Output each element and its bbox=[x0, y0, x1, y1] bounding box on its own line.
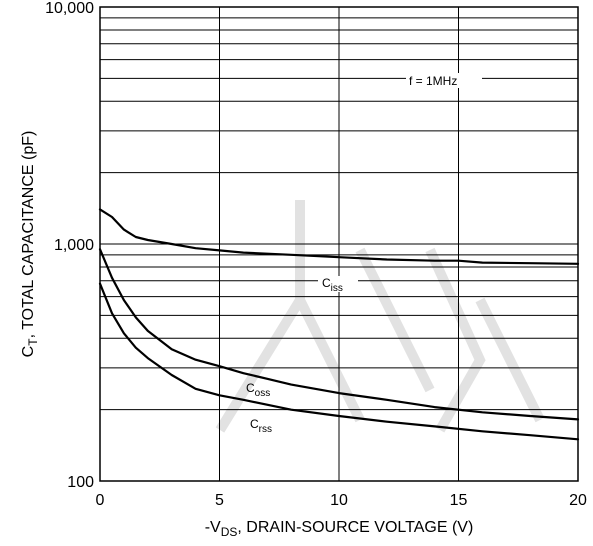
x-axis-label: -VDS, DRAIN-SOURCE VOLTAGE (V) bbox=[205, 519, 474, 539]
series-line-coss bbox=[98, 248, 580, 421]
y-axis-label-suffix: , TOTAL CAPACITANCE (pF) bbox=[20, 131, 37, 339]
grid bbox=[99, 6, 579, 482]
y-tick-label: 10,000 bbox=[45, 0, 94, 17]
series-line-crss bbox=[98, 282, 580, 441]
series-label-ciss-main: C bbox=[322, 276, 331, 290]
x-tick-label: 15 bbox=[450, 492, 468, 509]
y-tick-label: 1,000 bbox=[54, 237, 94, 254]
x-tick-labels: 0 5 10 15 20 bbox=[96, 492, 587, 509]
svg-text:Coss: Coss bbox=[246, 381, 270, 399]
frequency-annotation-text: f = 1MHz bbox=[409, 74, 457, 88]
y-tick-label: 100 bbox=[67, 474, 94, 491]
x-tick-label: 0 bbox=[96, 492, 105, 509]
y-tick-labels: 100 1,000 10,000 bbox=[45, 0, 94, 491]
y-axis-label-sub: T bbox=[26, 338, 40, 346]
series bbox=[98, 208, 580, 441]
x-tick-label: 20 bbox=[569, 492, 587, 509]
series-label-crss-main: C bbox=[250, 417, 259, 431]
x-tick-label: 5 bbox=[215, 492, 224, 509]
x-axis-label-sub: DS bbox=[221, 525, 238, 539]
series-label-crss: Crss bbox=[250, 417, 272, 435]
frequency-annotation: f = 1MHz bbox=[406, 73, 482, 88]
series-label-crss-sub: rss bbox=[259, 424, 272, 435]
x-axis-label-prefix: -V bbox=[205, 519, 221, 536]
x-tick-label: 10 bbox=[330, 492, 348, 509]
series-label-ciss-sub: iss bbox=[331, 283, 343, 294]
series-label-coss: Coss bbox=[246, 381, 270, 399]
svg-text:Ciss: Ciss bbox=[322, 276, 343, 294]
y-axis-label: CT, TOTAL CAPACITANCE (pF) bbox=[20, 131, 40, 358]
watermark bbox=[215, 200, 545, 433]
y-axis-label-prefix: C bbox=[20, 346, 37, 358]
x-axis-label-suffix: , DRAIN-SOURCE VOLTAGE (V) bbox=[237, 519, 473, 536]
series-line-ciss bbox=[98, 208, 580, 265]
svg-text:Crss: Crss bbox=[250, 417, 272, 435]
series-label-coss-main: C bbox=[246, 381, 255, 395]
plot-frame bbox=[99, 6, 579, 482]
series-label-coss-sub: oss bbox=[255, 388, 271, 399]
series-label-ciss: Ciss bbox=[318, 276, 358, 294]
